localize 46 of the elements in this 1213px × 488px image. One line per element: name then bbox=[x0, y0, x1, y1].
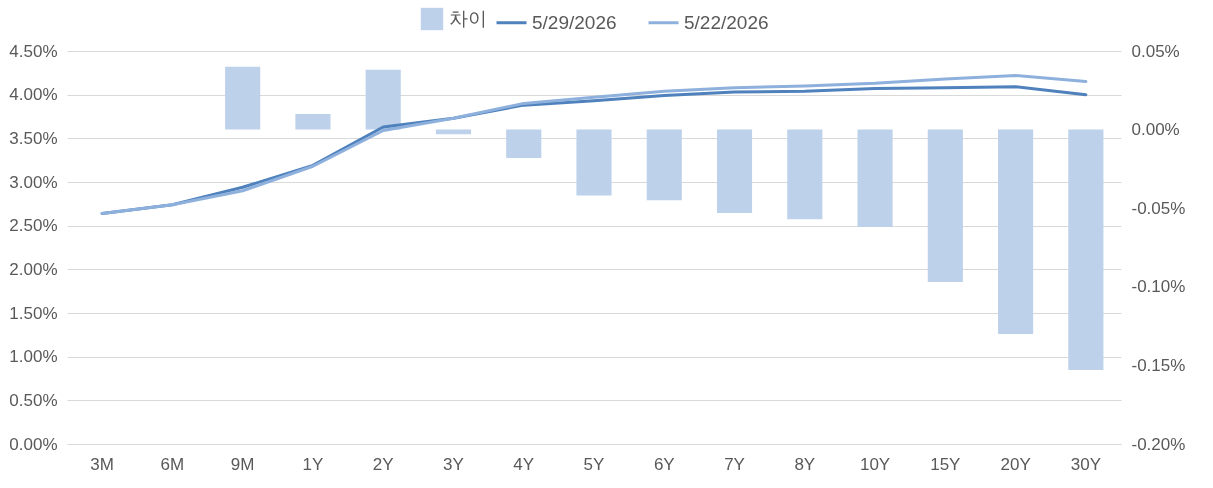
legend-label: 5/29/2026 bbox=[532, 11, 617, 33]
bar bbox=[365, 69, 401, 130]
bar bbox=[927, 129, 963, 283]
y-tick-label: 3.50% bbox=[9, 128, 58, 148]
x-tick-label: 15Y bbox=[930, 454, 961, 474]
y-tick-label: 0.50% bbox=[9, 390, 58, 410]
legend-label: 5/22/2026 bbox=[684, 11, 769, 33]
y-tick-label: 0.00% bbox=[9, 434, 58, 454]
x-tick-label: 5Y bbox=[583, 454, 605, 474]
legend-label: 차이 bbox=[449, 8, 487, 29]
y2-tick-label: -0.20% bbox=[1131, 434, 1186, 454]
y2-tick-label: -0.15% bbox=[1131, 355, 1186, 375]
y2-tick-label: 0.00% bbox=[1131, 120, 1180, 140]
bar bbox=[787, 129, 823, 220]
x-tick-label: 6M bbox=[160, 454, 185, 474]
x-tick-label: 3Y bbox=[443, 454, 464, 474]
x-tick-label: 4Y bbox=[513, 454, 535, 474]
y-tick-label: 3.00% bbox=[9, 172, 58, 192]
bar bbox=[295, 113, 331, 130]
y-tick-label: 1.00% bbox=[9, 347, 58, 367]
bar bbox=[576, 129, 612, 196]
bar bbox=[998, 129, 1034, 334]
y-tick-label: 4.50% bbox=[9, 41, 58, 61]
x-tick-label: 8Y bbox=[794, 454, 816, 474]
x-tick-label: 6Y bbox=[653, 454, 675, 474]
x-tick-label: 10Y bbox=[859, 454, 891, 474]
y-tick-label: 2.50% bbox=[9, 216, 58, 236]
x-tick-label: 9M bbox=[230, 454, 255, 474]
bar bbox=[646, 129, 682, 201]
y2-tick-label: -0.10% bbox=[1131, 277, 1186, 297]
y2-tick-label: 0.05% bbox=[1131, 41, 1180, 61]
bar bbox=[1068, 129, 1104, 371]
y-tick-label: 4.00% bbox=[9, 85, 58, 105]
x-tick-label: 30Y bbox=[1070, 454, 1101, 474]
y2-tick-label: -0.05% bbox=[1131, 198, 1186, 218]
y-tick-label: 1.50% bbox=[9, 303, 58, 323]
bar bbox=[506, 129, 542, 158]
x-tick-label: 20Y bbox=[1000, 454, 1031, 474]
x-tick-label: 3M bbox=[90, 454, 114, 474]
bar bbox=[225, 66, 261, 130]
y-tick-label: 2.00% bbox=[9, 259, 58, 279]
x-tick-label: 2Y bbox=[372, 454, 394, 474]
x-tick-label: 1Y bbox=[302, 454, 324, 474]
x-tick-label: 7Y bbox=[724, 454, 745, 474]
bar bbox=[857, 129, 893, 228]
bar bbox=[716, 129, 753, 213]
